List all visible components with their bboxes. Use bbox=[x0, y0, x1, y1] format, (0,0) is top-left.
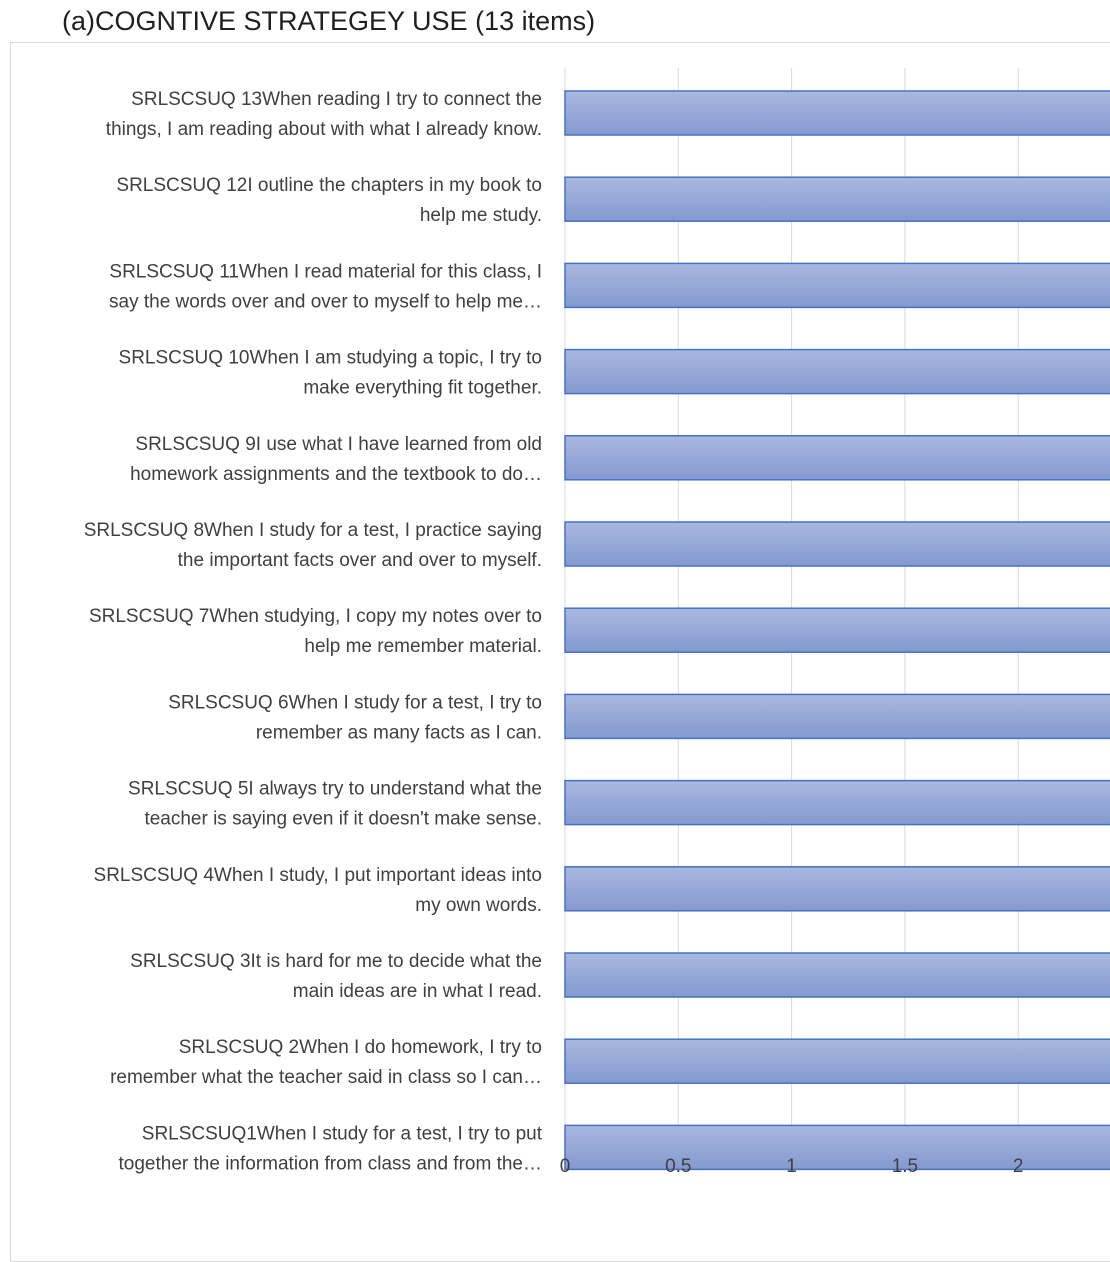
bar bbox=[564, 262, 1110, 309]
category-label: SRLSCSUQ 10When I am studying a topic, I… bbox=[119, 348, 542, 369]
category-label: help me study. bbox=[420, 205, 542, 226]
category-label: SRLSCSUQ 2When I do homework, I try to bbox=[179, 1037, 542, 1058]
bar bbox=[564, 521, 1110, 567]
category-label: together the information from class and … bbox=[119, 1153, 542, 1174]
bar bbox=[564, 779, 1110, 826]
x-tick-label: 2 bbox=[1013, 1156, 1024, 1177]
x-tick-label: 0.5 bbox=[665, 1156, 691, 1177]
bar bbox=[564, 1038, 1110, 1084]
x-axis-ticks: 00.511.522.533.544.5 bbox=[560, 1156, 1024, 1177]
bar bbox=[564, 952, 1110, 998]
category-label: SRLSCSUQ 6When I study for a test, I try… bbox=[168, 692, 542, 713]
category-label: SRLSCSUQ 9I use what I have learned from… bbox=[135, 434, 542, 455]
category-label: main ideas are in what I read. bbox=[293, 981, 542, 1002]
x-tick-label: 0 bbox=[560, 1156, 571, 1177]
category-labels: SRLSCSUQ 13When reading I try to connect… bbox=[84, 89, 543, 1174]
category-label: SRLSCSUQ 8When I study for a test, I pra… bbox=[84, 520, 542, 541]
bar bbox=[564, 348, 1110, 395]
category-label: SRLSCSUQ 11When I read material for this… bbox=[109, 261, 542, 282]
bar bbox=[564, 90, 1110, 136]
category-label: remember as many facts as I can. bbox=[256, 722, 542, 743]
category-label: remember what the teacher said in class … bbox=[110, 1067, 542, 1088]
category-label: SRLSCSUQ 3It is hard for me to decide wh… bbox=[130, 951, 542, 972]
category-label: SRLSCSUQ 12I outline the chapters in my … bbox=[116, 175, 542, 196]
bar bbox=[564, 607, 1110, 653]
bars: 3.93.63.73.93.93.83.643.63.83.144 bbox=[564, 90, 1110, 1171]
bar bbox=[564, 693, 1110, 740]
category-label: homework assignments and the textbook to… bbox=[130, 464, 542, 485]
category-label: SRLSCSUQ 4When I study, I put important … bbox=[94, 865, 542, 886]
category-label: SRLSCSUQ1When I study for a test, I try … bbox=[142, 1123, 543, 1144]
bar bbox=[564, 435, 1110, 481]
x-tick-label: 1.5 bbox=[892, 1156, 918, 1177]
bar bbox=[564, 866, 1110, 912]
category-label: things, I am reading about with what I a… bbox=[106, 119, 542, 140]
category-label: say the words over and over to myself to… bbox=[109, 291, 542, 312]
bar bbox=[564, 1124, 1110, 1171]
category-label: SRLSCSUQ 5I always try to understand wha… bbox=[128, 779, 542, 800]
category-label: my own words. bbox=[415, 895, 542, 916]
chart-title: (a)COGNTIVE STRATEGEY USE (13 items) bbox=[62, 6, 596, 36]
bar bbox=[564, 176, 1110, 222]
category-label: make everything fit together. bbox=[303, 378, 542, 399]
x-tick-label: 1 bbox=[786, 1156, 797, 1177]
category-label: SRLSCSUQ 13When reading I try to connect… bbox=[131, 89, 542, 110]
category-label: SRLSCSUQ 7When studying, I copy my notes… bbox=[89, 606, 542, 627]
category-label: teacher is saying even if it doesn't mak… bbox=[144, 809, 542, 830]
category-label: help me remember material. bbox=[304, 636, 542, 657]
category-label: the important facts over and over to mys… bbox=[178, 550, 542, 571]
